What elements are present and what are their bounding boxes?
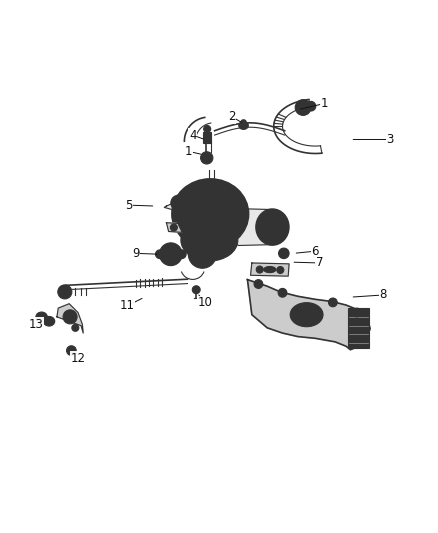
- Circle shape: [204, 155, 210, 161]
- Polygon shape: [209, 197, 272, 246]
- Circle shape: [58, 285, 72, 299]
- Polygon shape: [247, 280, 370, 350]
- Circle shape: [281, 251, 286, 256]
- Polygon shape: [166, 223, 182, 232]
- Text: 7: 7: [316, 256, 324, 270]
- Circle shape: [191, 192, 201, 203]
- Polygon shape: [164, 191, 243, 219]
- Text: 11: 11: [120, 300, 134, 312]
- Text: 2: 2: [228, 110, 236, 123]
- Ellipse shape: [197, 202, 223, 226]
- Circle shape: [355, 310, 359, 314]
- Bar: [348, 308, 369, 348]
- Ellipse shape: [176, 183, 244, 245]
- Circle shape: [67, 346, 76, 356]
- Polygon shape: [57, 304, 83, 333]
- Ellipse shape: [39, 314, 45, 319]
- Bar: [70, 351, 73, 356]
- Circle shape: [159, 243, 182, 265]
- Text: 8: 8: [380, 288, 387, 302]
- Circle shape: [328, 298, 337, 307]
- Circle shape: [279, 248, 289, 259]
- Circle shape: [177, 250, 186, 259]
- Circle shape: [295, 100, 311, 115]
- Circle shape: [170, 224, 177, 231]
- Text: 5: 5: [126, 199, 133, 212]
- Text: 4: 4: [189, 128, 197, 142]
- Circle shape: [164, 247, 178, 261]
- Polygon shape: [251, 263, 289, 276]
- Ellipse shape: [184, 189, 237, 238]
- Ellipse shape: [239, 122, 248, 130]
- Ellipse shape: [186, 224, 233, 258]
- Text: 12: 12: [71, 352, 85, 365]
- Ellipse shape: [191, 196, 230, 232]
- Circle shape: [188, 240, 216, 268]
- Circle shape: [306, 101, 316, 111]
- Circle shape: [194, 246, 210, 262]
- Bar: [203, 133, 211, 143]
- Text: 6: 6: [311, 245, 319, 257]
- Ellipse shape: [294, 306, 318, 324]
- Circle shape: [201, 152, 213, 164]
- Ellipse shape: [46, 319, 52, 324]
- Ellipse shape: [36, 312, 47, 322]
- Text: 10: 10: [198, 296, 212, 309]
- Circle shape: [63, 310, 77, 324]
- Text: 1: 1: [184, 145, 192, 158]
- Ellipse shape: [172, 179, 248, 249]
- Circle shape: [155, 250, 164, 259]
- Ellipse shape: [241, 120, 246, 124]
- Circle shape: [309, 104, 313, 108]
- Circle shape: [299, 103, 307, 111]
- Ellipse shape: [43, 317, 55, 326]
- Ellipse shape: [256, 209, 289, 245]
- Ellipse shape: [181, 220, 238, 261]
- Text: 3: 3: [386, 133, 393, 146]
- Circle shape: [331, 300, 335, 304]
- Circle shape: [174, 199, 183, 207]
- Circle shape: [254, 280, 263, 288]
- Circle shape: [277, 266, 284, 273]
- Ellipse shape: [259, 213, 286, 241]
- Text: 13: 13: [28, 318, 43, 331]
- Circle shape: [280, 290, 285, 295]
- Circle shape: [256, 266, 263, 273]
- Circle shape: [198, 250, 207, 259]
- Circle shape: [192, 286, 200, 294]
- Text: 1: 1: [320, 97, 328, 110]
- Circle shape: [72, 324, 79, 332]
- Ellipse shape: [290, 303, 323, 327]
- Text: 9: 9: [132, 247, 140, 260]
- Circle shape: [69, 349, 74, 353]
- Circle shape: [353, 308, 361, 317]
- Circle shape: [67, 313, 74, 320]
- Ellipse shape: [263, 217, 282, 237]
- Circle shape: [204, 125, 211, 133]
- Circle shape: [278, 288, 287, 297]
- Circle shape: [171, 195, 187, 211]
- Ellipse shape: [264, 266, 276, 273]
- Circle shape: [256, 282, 261, 286]
- Circle shape: [61, 288, 68, 295]
